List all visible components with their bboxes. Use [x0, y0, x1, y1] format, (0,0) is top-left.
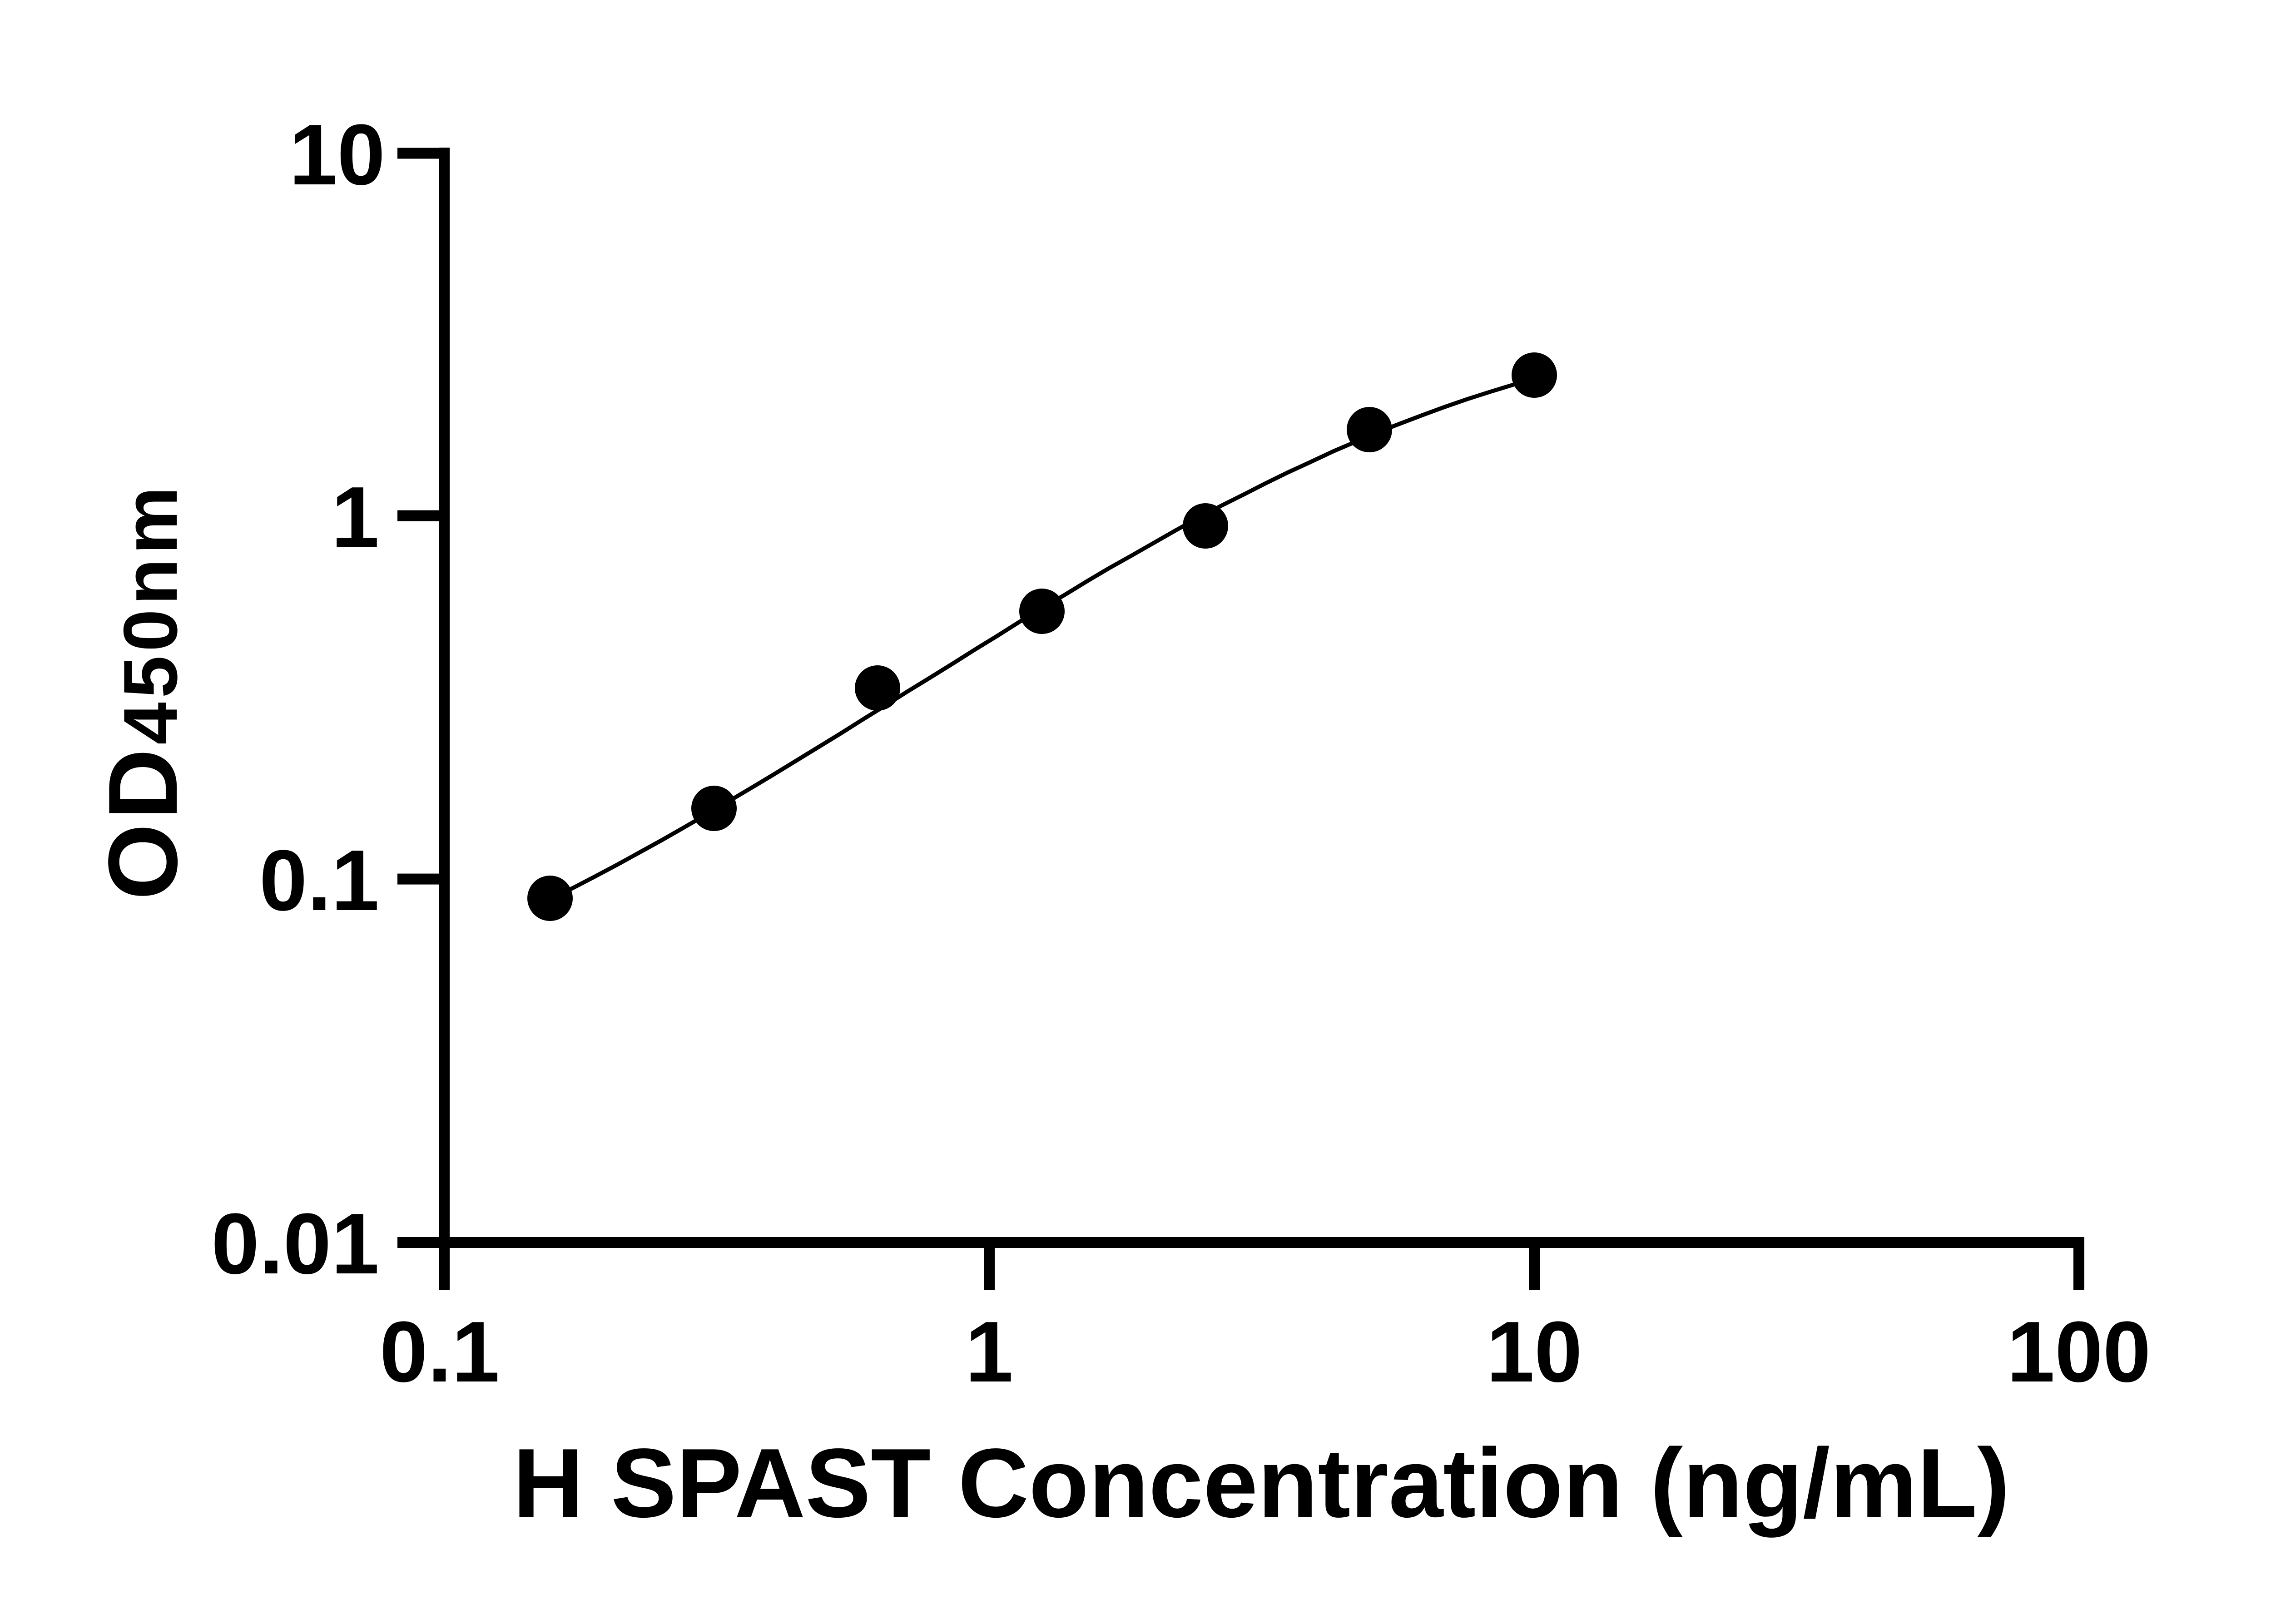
svg-text:10: 10	[1486, 1304, 1582, 1400]
svg-text:0.1: 0.1	[380, 1304, 500, 1400]
svg-text:OD450nm: OD450nm	[88, 482, 198, 900]
svg-text:H SPAST Concentration (ng/mL): H SPAST Concentration (ng/mL)	[513, 1428, 2010, 1538]
svg-text:1: 1	[965, 1304, 1013, 1400]
svg-text:1: 1	[331, 469, 379, 565]
svg-text:10: 10	[289, 107, 385, 203]
svg-text:0.1: 0.1	[259, 832, 379, 929]
svg-text:0.01: 0.01	[211, 1196, 379, 1292]
svg-text:100: 100	[2007, 1304, 2151, 1400]
